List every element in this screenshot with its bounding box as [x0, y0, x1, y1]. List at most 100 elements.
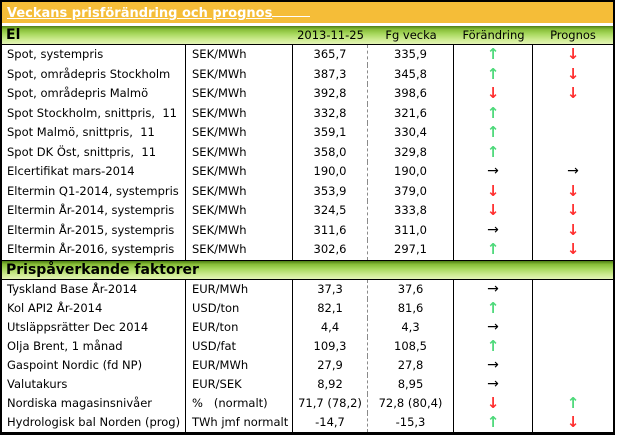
forecast-arrow-cell: [533, 103, 613, 123]
row-previous-value: 330,4: [368, 123, 454, 143]
row-previous-value: 297,1: [368, 240, 454, 260]
row-current-value: 392,8: [293, 84, 368, 104]
row-unit: SEK/MWh: [186, 103, 293, 123]
forecast-arrow-cell: [533, 374, 613, 394]
row-label: Valutakurs: [2, 374, 186, 394]
change-arrow-cell: ↑: [454, 64, 533, 84]
row-label: Elcertifikat mars-2014: [2, 162, 186, 182]
row-current-value: 353,9: [293, 181, 368, 201]
forecast-arrow-cell: [533, 317, 613, 337]
row-unit: TWh jmf normalt: [186, 412, 293, 432]
column-header-change: Förändring: [454, 26, 533, 45]
arrow-right-icon: →: [567, 163, 579, 179]
row-previous-value: 329,8: [368, 142, 454, 162]
row-label: Gaspoint Nordic (fd NP): [2, 355, 186, 375]
forecast-arrow-cell: [533, 142, 613, 162]
row-previous-value: 37,6: [368, 279, 454, 299]
change-arrow-cell: ↑: [454, 240, 533, 260]
forecast-arrow-cell: ↓: [533, 201, 613, 221]
row-unit: SEK/MWh: [186, 220, 293, 240]
arrow-right-icon: →: [487, 375, 499, 392]
row-unit: SEK/MWh: [186, 123, 293, 143]
row-unit: SEK/MWh: [186, 240, 293, 260]
change-arrow-cell: →: [454, 374, 533, 394]
row-unit: SEK/MWh: [186, 45, 293, 65]
forecast-arrow-cell: ↓: [533, 220, 613, 240]
row-previous-value: 190,0: [368, 162, 454, 182]
row-previous-value: 27,8: [368, 355, 454, 375]
row-label: Spot, områdepris Malmö: [2, 84, 186, 104]
arrow-up-icon: ↑: [486, 412, 500, 431]
change-arrow-cell: ↑: [454, 103, 533, 123]
arrow-down-icon: ↓: [566, 45, 580, 63]
column-header-date: 2013-11-25: [293, 26, 368, 45]
row-unit: SEK/MWh: [186, 84, 293, 104]
forecast-arrow-cell: →: [533, 162, 613, 182]
forecast-arrow-cell: [533, 279, 613, 299]
row-current-value: 190,0: [293, 162, 368, 182]
arrow-right-icon: →: [487, 163, 499, 179]
change-arrow-cell: →: [454, 279, 533, 299]
row-previous-value: -15,3: [368, 412, 454, 432]
row-current-value: 302,6: [293, 240, 368, 260]
forecast-arrow-cell: ↓: [533, 45, 613, 65]
row-current-value: 359,1: [293, 123, 368, 143]
change-arrow-cell: ↑: [454, 45, 533, 65]
row-unit: SEK/MWh: [186, 201, 293, 221]
forecast-arrow-cell: ↑: [533, 393, 613, 413]
arrow-up-icon: ↑: [486, 103, 500, 122]
change-arrow-cell: ↓: [454, 393, 533, 413]
change-arrow-cell: ↑: [454, 298, 533, 318]
change-arrow-cell: →: [454, 317, 533, 337]
title-bar: Veckans prisförändring och prognos: [2, 2, 613, 26]
arrow-up-icon: ↑: [486, 298, 500, 317]
arrow-down-icon: ↓: [486, 181, 500, 200]
arrow-down-icon: ↓: [566, 201, 580, 219]
row-previous-value: 4,3: [368, 317, 454, 337]
arrow-right-icon: →: [487, 280, 499, 297]
row-previous-value: 8,95: [368, 374, 454, 394]
row-previous-value: 379,0: [368, 181, 454, 201]
row-unit: EUR/ton: [186, 317, 293, 337]
row-label: Eltermin År-2016, systempris: [2, 240, 186, 260]
arrow-down-icon: ↓: [486, 201, 500, 219]
forecast-arrow-cell: ↓: [533, 240, 613, 260]
row-current-value: 311,6: [293, 220, 368, 240]
arrow-down-icon: ↓: [566, 412, 580, 431]
row-unit: EUR/MWh: [186, 355, 293, 375]
arrow-up-icon: ↑: [566, 393, 580, 412]
price-table-grid: Veckans prisförändring och prognos El 20…: [2, 2, 613, 432]
forecast-arrow-cell: [533, 123, 613, 143]
arrow-up-icon: ↑: [486, 142, 500, 161]
row-label: Kol API2 År-2014: [2, 298, 186, 318]
row-unit: SEK/MWh: [186, 64, 293, 84]
change-arrow-cell: →: [454, 355, 533, 375]
row-unit: EUR/SEK: [186, 374, 293, 394]
row-current-value: 37,3: [293, 279, 368, 299]
row-unit: USD/fat: [186, 336, 293, 356]
arrow-up-icon: ↑: [486, 64, 500, 83]
arrow-down-icon: ↓: [566, 181, 580, 200]
row-unit: USD/ton: [186, 298, 293, 318]
row-current-value: 358,0: [293, 142, 368, 162]
row-current-value: 8,92: [293, 374, 368, 394]
row-label: Utsläppsrätter Dec 2014: [2, 317, 186, 337]
row-unit: EUR/MWh: [186, 279, 293, 299]
row-label: Spot Malmö, snittpris, 11: [2, 123, 186, 143]
change-arrow-cell: ↓: [454, 201, 533, 221]
arrow-down-icon: ↓: [486, 84, 500, 102]
forecast-arrow-cell: [533, 336, 613, 356]
change-arrow-cell: ↓: [454, 181, 533, 201]
row-previous-value: 72,8 (80,4): [368, 393, 454, 413]
forecast-arrow-cell: ↓: [533, 64, 613, 84]
row-label: Olja Brent, 1 månad: [2, 336, 186, 356]
row-label: Hydrologisk bal Norden (prog): [2, 412, 186, 432]
change-arrow-cell: ↑: [454, 412, 533, 432]
row-unit: SEK/MWh: [186, 181, 293, 201]
row-label: Spot DK Öst, snittpris, 11: [2, 142, 186, 162]
arrow-up-icon: ↑: [486, 123, 500, 141]
forecast-arrow-cell: [533, 355, 613, 375]
row-current-value: 109,3: [293, 336, 368, 356]
row-previous-value: 108,5: [368, 336, 454, 356]
